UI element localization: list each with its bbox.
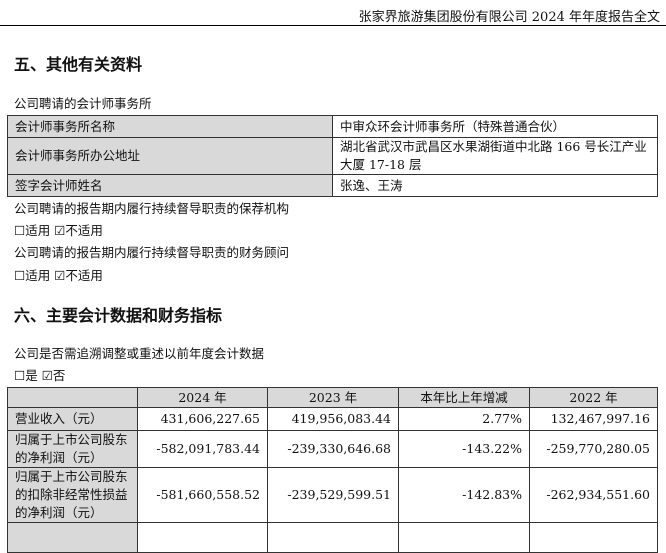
cell: -259,770,280.05: [529, 430, 658, 468]
column-header: 本年比上年增减: [398, 387, 530, 408]
cell: -143.22%: [398, 430, 530, 468]
table-row-partial: [7, 522, 658, 553]
report-header-title: 张家界旅游集团股份有限公司 2024 年年度报告全文: [358, 10, 660, 25]
row-label: 会计师事务所名称: [7, 115, 333, 138]
row-label: 营业收入（元）: [7, 407, 138, 431]
table-row: 会计师事务所办公地址 湖北省武汉市武昌区水果湖街道中北路 166 号长江产业大厦…: [7, 137, 658, 175]
column-header: 2022 年: [529, 387, 658, 408]
column-header: [7, 387, 138, 408]
sponsor-text: 公司聘请的报告期内履行持续督导职责的保荐机构: [14, 201, 290, 216]
cell: -239,529,599.51: [267, 467, 399, 523]
cell: [398, 522, 530, 553]
row-label: 会计师事务所办公地址: [7, 137, 333, 175]
restatement-question: 公司是否需追溯调整或重述以前年度会计数据: [14, 346, 265, 361]
header-divider: [0, 25, 666, 26]
row-value: 张逸、王涛: [332, 174, 658, 197]
table-row: 归属于上市公司股东的扣除非经常性损益的净利润（元） -581,660,558.5…: [7, 467, 658, 523]
sponsor-options[interactable]: ☐适用 ☑不适用: [14, 223, 103, 238]
cell: 2.77%: [398, 407, 530, 431]
financial-data-table: 2024 年 2023 年 本年比上年增减 2022 年 营业收入（元） 431…: [7, 387, 658, 553]
section-5-title: 五、其他有关资料: [14, 55, 143, 74]
table-row: 签字会计师姓名 张逸、王涛: [7, 174, 658, 197]
table-row: 归属于上市公司股东的净利润（元） -582,091,783.44 -239,33…: [7, 430, 658, 468]
section-6-title: 六、主要会计数据和财务指标: [14, 306, 223, 325]
cell: -239,330,646.68: [267, 430, 399, 468]
cell: [529, 522, 658, 553]
cell: [137, 522, 268, 553]
cell: -582,091,783.44: [137, 430, 268, 468]
advisor-text: 公司聘请的报告期内履行持续督导职责的财务顾问: [14, 245, 290, 260]
cell: -581,660,558.52: [137, 467, 268, 523]
cell: 431,606,227.65: [137, 407, 268, 431]
column-header: 2023 年: [267, 387, 399, 408]
cell: 132,467,997.16: [529, 407, 658, 431]
table-row: 营业收入（元） 431,606,227.65 419,956,083.44 2.…: [7, 407, 658, 431]
auditor-table: 会计师事务所名称 中审众环会计师事务所（特殊普通合伙） 会计师事务所办公地址 湖…: [7, 115, 658, 197]
cell: [267, 522, 399, 553]
cell: -262,934,551.60: [529, 467, 658, 523]
cell: -142.83%: [398, 467, 530, 523]
table-row: 会计师事务所名称 中审众环会计师事务所（特殊普通合伙）: [7, 115, 658, 138]
row-value: 中审众环会计师事务所（特殊普通合伙）: [332, 115, 658, 138]
row-label: 归属于上市公司股东的净利润（元）: [7, 430, 138, 468]
cell: 419,956,083.44: [267, 407, 399, 431]
auditor-intro: 公司聘请的会计师事务所: [14, 96, 152, 111]
table-header-row: 2024 年 2023 年 本年比上年增减 2022 年: [7, 387, 658, 408]
row-label: 签字会计师姓名: [7, 174, 333, 197]
advisor-options[interactable]: ☐适用 ☑不适用: [14, 268, 103, 283]
row-label: 归属于上市公司股东的扣除非经常性损益的净利润（元）: [7, 467, 138, 523]
row-label: [7, 522, 138, 553]
column-header: 2024 年: [137, 387, 268, 408]
row-value: 湖北省武汉市武昌区水果湖街道中北路 166 号长江产业大厦 17-18 层: [332, 137, 658, 175]
restatement-options[interactable]: ☐是 ☑否: [14, 368, 66, 383]
